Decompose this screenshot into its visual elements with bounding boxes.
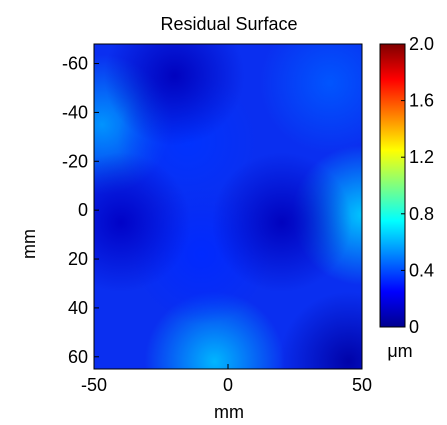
colorbar-tick-label: 1.6 [409, 91, 434, 111]
y-tick-label: 60 [68, 347, 88, 367]
colorbar-tick-label: 0.8 [409, 204, 434, 224]
chart-title: Residual Surface [160, 14, 297, 34]
y-tick-label: 40 [68, 298, 88, 318]
y-tick-label: -40 [62, 102, 88, 122]
y-tick-label: -20 [62, 151, 88, 171]
x-axis-ticks: -50 0 50 [81, 364, 372, 395]
surface-feature [259, 44, 362, 154]
colorbar-tick-label: 0.4 [409, 260, 434, 280]
colorbar-unit-label: μm [387, 341, 412, 361]
colorbar-tick-label: 0 [409, 317, 419, 337]
surface-feature [211, 152, 352, 293]
x-axis-label: mm [214, 402, 244, 422]
x-tick-label: -50 [81, 375, 107, 395]
y-tick-label: -60 [62, 54, 88, 74]
x-tick-label: 50 [352, 375, 372, 395]
colorbar-tick-label: 2.0 [409, 34, 434, 54]
surface-feature [278, 291, 362, 369]
y-tick-label: 0 [78, 200, 88, 220]
y-tick-label: 20 [68, 249, 88, 269]
surface-feature [94, 152, 191, 293]
plot-area [94, 44, 362, 369]
y-axis-ticks: -60 -40 -20 0 20 40 60 [62, 54, 99, 367]
surface-features [94, 44, 362, 369]
colorbar [379, 43, 406, 328]
x-tick-label: 0 [223, 375, 233, 395]
colorbar-ticks: 2.0 1.6 1.2 0.8 0.4 0 [401, 34, 434, 337]
y-axis-label: mm [19, 229, 39, 259]
colorbar-tick-label: 1.2 [409, 147, 434, 167]
surface-feature [104, 44, 245, 146]
